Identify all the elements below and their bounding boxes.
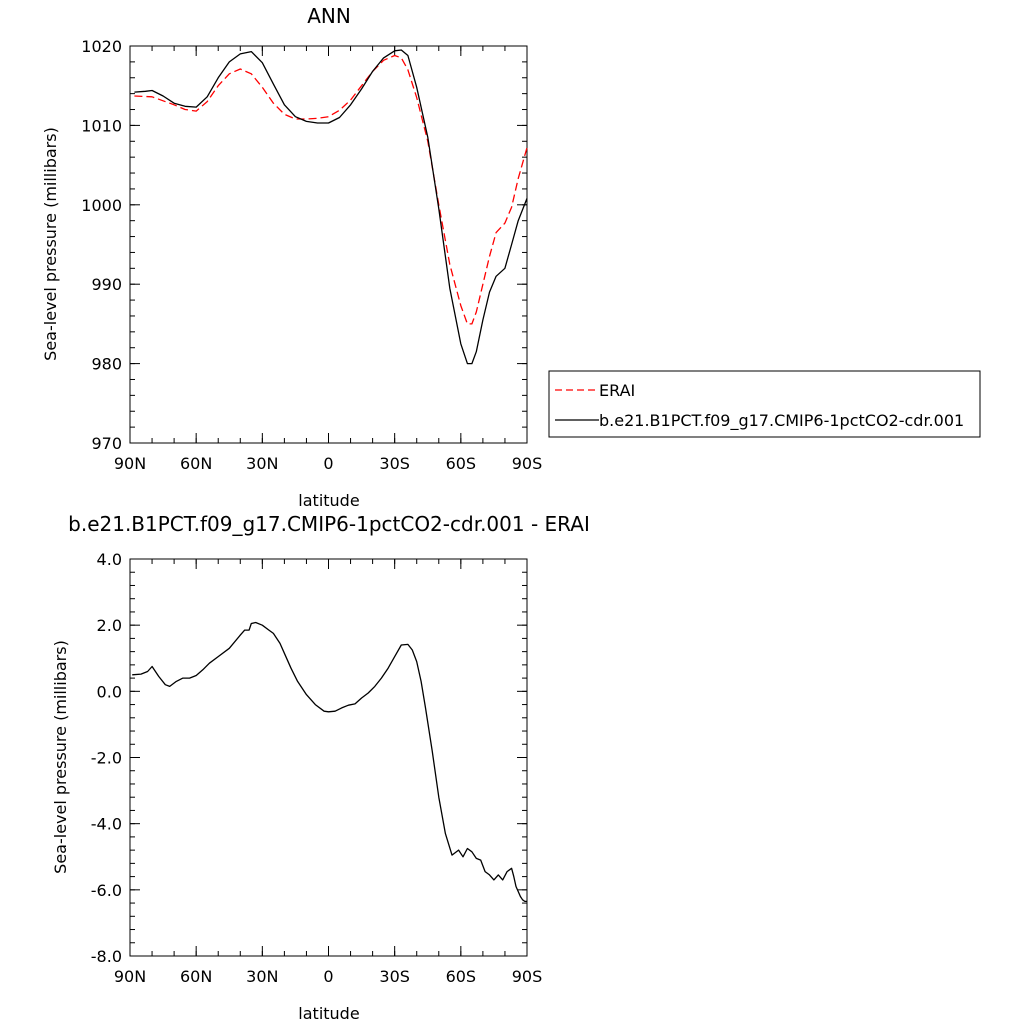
x-tick-label: 90S [512,454,543,473]
top-x-axis-label: latitude [298,491,359,510]
legend-box [548,370,981,438]
bottom-series-line-difference [132,621,527,903]
top-axis-ticks [129,45,528,444]
x-tick-label: 30N [246,967,278,986]
x-tick-label: 30S [379,454,410,473]
x-tick-label: 90N [114,454,146,473]
bottom-x-tick-labels: 90N 60N 30N 0 30S 60S 90S [114,967,542,986]
y-tick-label: 1020 [81,37,122,56]
y-tick-label: -2.0 [91,749,122,768]
top-y-axis-label: Sea-level pressure (millibars) [41,127,60,361]
x-tick-label: 60N [180,967,212,986]
x-tick-label: 0 [323,967,333,986]
bottom-y-tick-labels: -8.0 -6.0 -4.0 -2.0 0.0 2.0 4.0 [91,550,122,966]
y-tick-label: 990 [91,275,122,294]
legend-label-erai: ERAI [599,381,635,400]
y-tick-label: 0.0 [97,682,122,701]
top-series-line-model [134,49,528,365]
y-tick-label: -6.0 [91,881,122,900]
top-y-tick-labels: 970 980 990 1000 1010 1020 [81,37,122,453]
top-series-group [134,49,528,365]
y-tick-label: 980 [91,355,122,374]
x-tick-label: 30S [379,967,410,986]
y-tick-label: 970 [91,434,122,453]
bottom-x-axis-label: latitude [298,1004,359,1023]
legend-label-model: b.e21.B1PCT.f09_g17.CMIP6-1pctCO2-cdr.00… [599,411,964,431]
x-tick-label: 90N [114,967,146,986]
bottom-y-axis-label: Sea-level pressure (millibars) [51,640,70,874]
y-tick-label: 2.0 [97,616,122,635]
x-tick-label: 90S [512,967,543,986]
bottom-chart: b.e21.B1PCT.f09_g17.CMIP6-1pctCO2-cdr.00… [51,512,590,1023]
top-x-tick-labels: 90N 60N 30N 0 30S 60S 90S [114,454,542,473]
y-tick-label: -8.0 [91,947,122,966]
top-series-line-erai [134,54,528,325]
x-tick-label: 0 [323,454,333,473]
top-chart-title: ANN [307,4,351,28]
y-tick-label: -4.0 [91,815,122,834]
bottom-chart-title: b.e21.B1PCT.f09_g17.CMIP6-1pctCO2-cdr.00… [68,512,590,536]
x-tick-label: 60S [446,967,477,986]
y-tick-label: 1000 [81,196,122,215]
bottom-series-group [132,621,527,903]
x-tick-label: 60S [446,454,477,473]
y-tick-label: 1010 [81,116,122,135]
legend: ERAI b.e21.B1PCT.f09_g17.CMIP6-1pctCO2-c… [548,370,981,438]
y-tick-label: 4.0 [97,550,122,569]
bottom-axis-ticks [129,558,528,957]
x-tick-label: 30N [246,454,278,473]
top-chart: ANN 90N 60N 30N 0 30S 60S 90S 970 980 990 1000 101… [41,4,542,510]
x-tick-label: 60N [180,454,212,473]
